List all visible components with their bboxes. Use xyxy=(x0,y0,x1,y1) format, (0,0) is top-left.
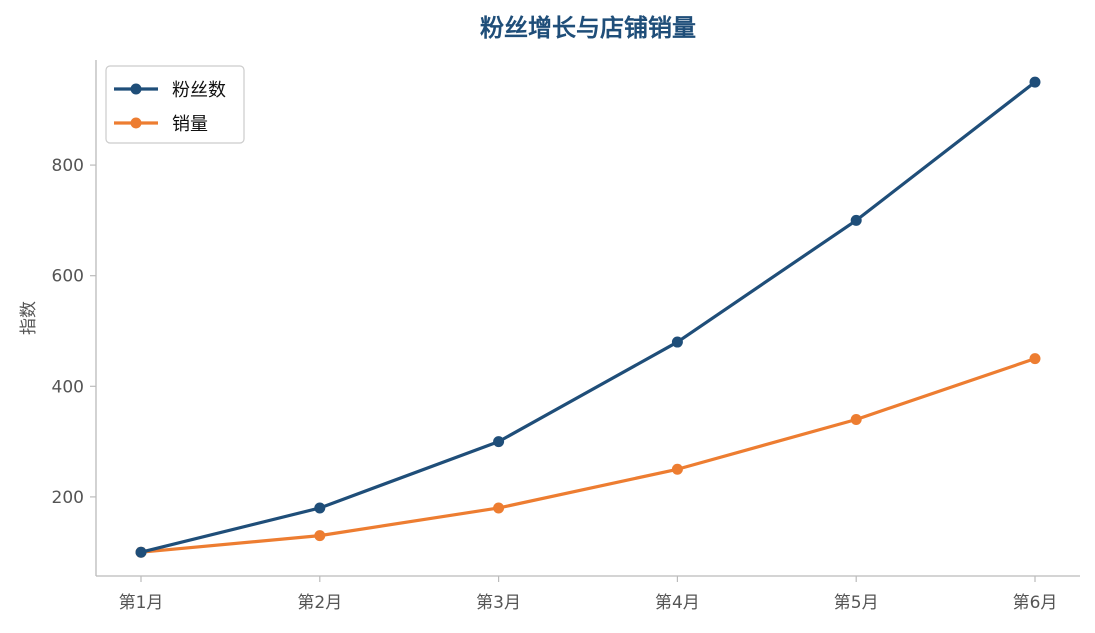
x-tick-label: 第2月 xyxy=(297,593,342,613)
series-1 xyxy=(135,76,1041,558)
data-point xyxy=(135,546,147,558)
legend-item-1: 粉丝数 xyxy=(114,80,226,101)
data-point xyxy=(671,336,683,348)
y-tick-label: 800 xyxy=(52,156,84,176)
y-tick-label: 200 xyxy=(52,488,84,508)
data-point xyxy=(1029,353,1041,365)
y-axis-label: 指数 xyxy=(19,301,39,335)
data-point xyxy=(850,413,862,425)
legend-item-2: 销量 xyxy=(114,114,208,135)
x-tick-label: 第4月 xyxy=(655,593,700,613)
x-tick-label: 第5月 xyxy=(834,593,879,613)
x-tick-label: 第6月 xyxy=(1013,593,1058,613)
series-layer xyxy=(135,76,1041,558)
legend-label: 销量 xyxy=(172,114,208,135)
data-point xyxy=(671,463,683,475)
series-line xyxy=(139,357,1037,554)
legend-marker xyxy=(130,117,142,129)
x-tick-label: 第3月 xyxy=(476,593,521,613)
data-point xyxy=(493,436,505,448)
y-tick-label: 400 xyxy=(52,377,84,397)
series-line xyxy=(139,80,1037,554)
data-point xyxy=(1029,76,1041,88)
x-tick-label: 第1月 xyxy=(119,593,164,613)
chart-title: 粉丝增长与店铺销量 xyxy=(480,14,696,42)
y-tick-label: 600 xyxy=(52,267,84,287)
y-axis-ticks: 200 400 600 800 xyxy=(52,156,96,508)
data-point xyxy=(493,502,505,514)
legend-label: 粉丝数 xyxy=(172,80,226,101)
data-point xyxy=(850,214,862,226)
data-point xyxy=(314,530,326,542)
series-2 xyxy=(135,353,1041,558)
legend-marker xyxy=(130,83,142,95)
x-axis-ticks: 第1月 第2月 第3月 第4月 第5月 第6月 xyxy=(119,576,1058,613)
data-point xyxy=(314,502,326,514)
